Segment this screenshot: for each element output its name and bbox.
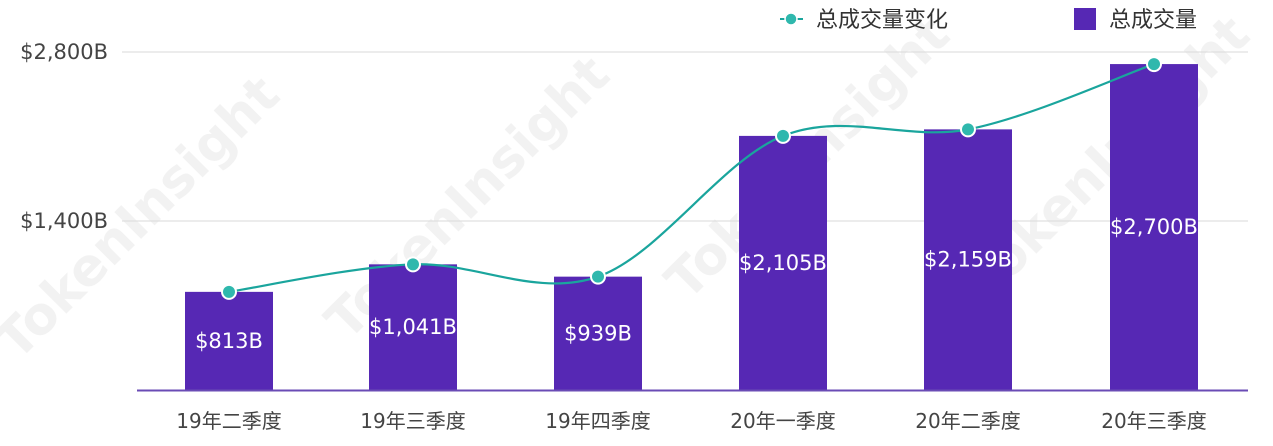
bar-data-label: $1,041B: [369, 315, 457, 339]
line-point: [960, 121, 976, 138]
line-series: [221, 56, 1162, 300]
y-axis-ticks: $1,400B $2,800B: [20, 40, 108, 233]
bar-data-label: $813B: [195, 329, 263, 353]
bar: [185, 291, 273, 390]
bar-series: $813B $1,041B $939B $2,105B $2,159B $2,700B: [137, 64, 1248, 392]
legend: 总成交量变化 总成交量: [780, 8, 1197, 33]
bar-data-label: $2,159B: [924, 248, 1012, 272]
bar-data-label: $939B: [564, 321, 632, 345]
grid-lines: [122, 51, 1248, 222]
x-tick-label: 20年二季度: [915, 409, 1020, 433]
legend-item-bar[interactable]: 总成交量: [1074, 8, 1197, 33]
x-tick-label: 20年一季度: [730, 409, 835, 433]
bar: [369, 264, 457, 390]
bar-data-label: $2,105B: [739, 251, 827, 275]
line-point: [221, 283, 237, 300]
line-marker-icon: [784, 12, 798, 26]
x-tick-label: 20年三季度: [1101, 409, 1206, 433]
y-tick-label: $2,800B: [20, 40, 108, 64]
y-tick-label: $1,400B: [20, 209, 108, 233]
legend-item-line[interactable]: 总成交量变化: [780, 8, 948, 33]
legend-line-label: 总成交量变化: [816, 8, 948, 33]
bar: [554, 276, 642, 390]
x-tick-label: 19年二季度: [176, 409, 281, 433]
bar: [739, 135, 827, 390]
line-point: [1146, 56, 1162, 73]
series-line: [228, 63, 1155, 293]
bar: [1110, 64, 1198, 391]
legend-bar-label: 总成交量: [1109, 8, 1197, 33]
x-tick-label: 19年四季度: [545, 409, 650, 433]
square-icon: [1074, 8, 1096, 30]
bar: [924, 129, 1012, 390]
bar-data-label: $2,700B: [1110, 215, 1198, 239]
line-point: [775, 127, 791, 144]
line-point: [590, 268, 606, 285]
line-point: [405, 256, 421, 273]
x-tick-label: 19年三季度: [360, 409, 465, 433]
x-axis-ticks: 19年二季度 19年三季度 19年四季度 20年一季度 20年二季度 20年三季度: [176, 409, 1206, 433]
